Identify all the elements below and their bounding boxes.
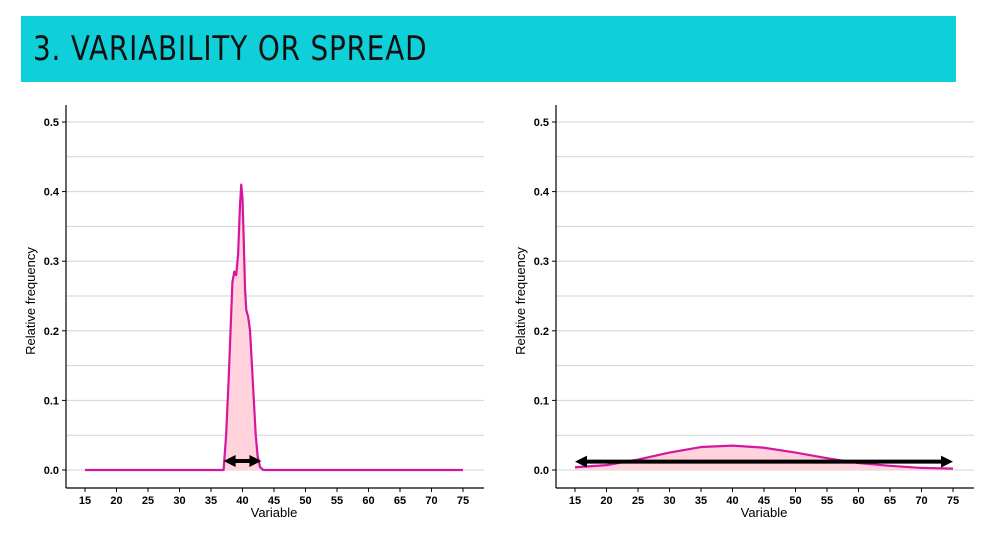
density-area	[85, 184, 463, 470]
x-axis-label: Variable	[741, 505, 788, 520]
density-line	[574, 444, 954, 470]
x-tick-label: 45	[268, 495, 280, 507]
x-tick-label: 15	[79, 495, 91, 507]
y-tick-label: 0.3	[44, 256, 59, 268]
x-tick-label: 65	[884, 495, 896, 507]
y-axis-label: Relative frequency	[513, 247, 528, 355]
x-tick-label: 60	[362, 495, 374, 507]
chart-wide-spread: 0.0 0.1 0.2 0.3 0.4 0.5 15 20 25 30 35 40 45 50 55 60 65…	[490, 95, 980, 535]
x-tick-label: 25	[142, 495, 154, 507]
x-tick-label: 50	[789, 495, 801, 507]
y-tick-label: 0.3	[534, 256, 549, 268]
x-tick-label: 55	[821, 495, 833, 507]
y-tick-label: 0.4	[44, 187, 60, 199]
y-tick-label: 0.5	[44, 117, 59, 129]
header-banner: 3. VARIABILITY OR SPREAD	[21, 16, 956, 82]
x-tick-label: 60	[852, 495, 864, 507]
y-tick-label: 0.1	[534, 395, 549, 407]
y-tick-label: 0.5	[534, 117, 549, 129]
chart-svg: 0.0 0.1 0.2 0.3 0.4 0.5 15 20 25 30 35 40 45 50 55 60 65…	[23, 105, 484, 520]
y-tick-label: 0.0	[534, 465, 549, 477]
x-tick-label: 15	[569, 495, 581, 507]
x-tick-label: 35	[695, 495, 707, 507]
y-tick-label: 0.2	[534, 326, 549, 338]
x-tick-label: 65	[394, 495, 406, 507]
x-tick-label: 75	[947, 495, 959, 507]
y-tick-label: 0.1	[44, 395, 59, 407]
y-axis-label: Relative frequency	[23, 247, 38, 355]
y-tick-label: 0.0	[44, 465, 59, 477]
chart-svg: 0.0 0.1 0.2 0.3 0.4 0.5 15 20 25 30 35 40 45 50 55 60 65…	[513, 105, 974, 520]
x-tick-label: 40	[236, 495, 248, 507]
page-title: 3. VARIABILITY OR SPREAD	[33, 29, 428, 69]
x-tick-label: 25	[632, 495, 644, 507]
x-tick-label: 50	[299, 495, 311, 507]
spread-double-arrow	[575, 455, 953, 468]
x-axis-label: Variable	[251, 505, 298, 520]
y-tick-label: 0.2	[44, 326, 59, 338]
x-tick-label: 45	[758, 495, 770, 507]
x-tick-label: 70	[425, 495, 437, 507]
x-tick-label: 20	[600, 495, 612, 507]
chart-narrow-spread: 0.0 0.1 0.2 0.3 0.4 0.5 15 20 25 30 35 40 45 50 55 60 65…	[0, 95, 490, 535]
x-tick-label: 40	[726, 495, 738, 507]
y-tick-label: 0.4	[534, 187, 550, 199]
x-tick-label: 75	[457, 495, 469, 507]
x-tick-label: 30	[173, 495, 185, 507]
x-tick-label: 55	[331, 495, 343, 507]
x-tick-label: 30	[663, 495, 675, 507]
x-tick-label: 70	[915, 495, 927, 507]
spread-double-arrow	[223, 454, 262, 467]
density-line	[85, 183, 463, 472]
x-tick-label: 20	[110, 495, 122, 507]
x-tick-label: 35	[205, 495, 217, 507]
